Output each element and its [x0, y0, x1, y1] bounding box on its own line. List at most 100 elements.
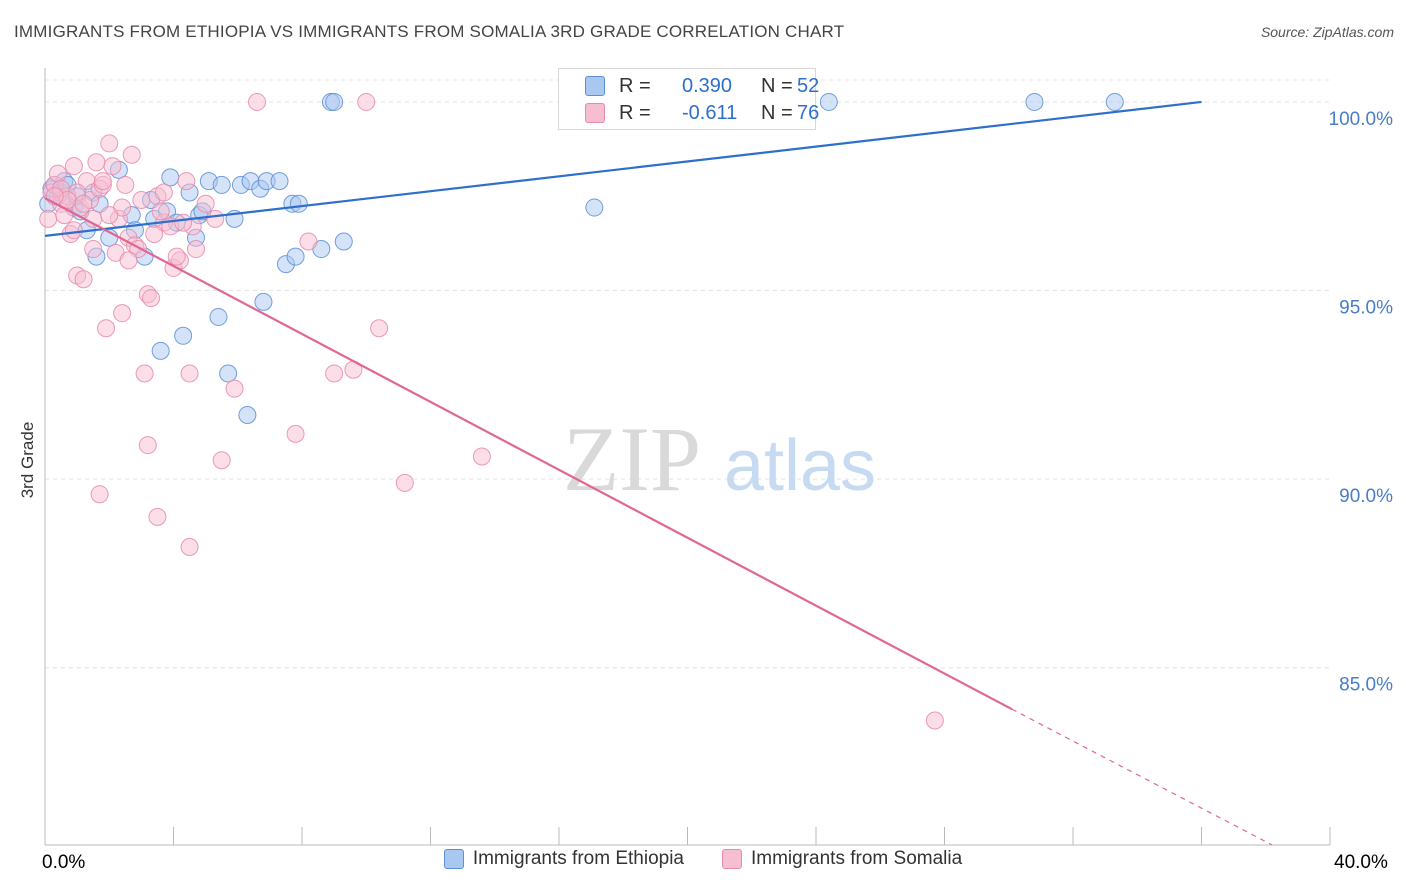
- x-tick-label-max: 40.0%: [1334, 852, 1388, 874]
- ethiopia-point-36: [238, 406, 257, 425]
- somalia-point-54: [90, 485, 109, 504]
- stats-box: R = 0.390 N = 52 R = -0.611 N = 76: [558, 68, 820, 130]
- somalia-trendline: [44, 197, 1013, 711]
- somalia-point-39: [186, 240, 205, 259]
- somalia-point-26: [122, 145, 141, 164]
- stats-r-label-ethiopia: R =: [619, 74, 651, 97]
- ethiopia-point-48: [325, 92, 344, 111]
- watermark-atlas: atlas: [724, 426, 876, 506]
- y-tick-label-0: 85.0%: [1339, 675, 1393, 696]
- ethiopia-trendline: [44, 100, 1202, 237]
- ethiopia-point-44: [286, 247, 305, 266]
- ethiopia-point-32: [212, 175, 231, 194]
- ethiopia-point-50: [585, 198, 604, 217]
- chart-title: IMMIGRANTS FROM ETHIOPIA VS IMMIGRANTS F…: [14, 22, 845, 41]
- somalia-point-64: [84, 240, 103, 259]
- legend-label-ethiopia: Immigrants from Ethiopia: [472, 848, 684, 869]
- somalia-point-29: [135, 364, 154, 383]
- legend: Immigrants from Ethiopia Immigrants from…: [0, 848, 1406, 870]
- somalia-point-67: [145, 224, 164, 243]
- somalia-point-57: [180, 538, 199, 557]
- ethiopia-point-33: [219, 364, 238, 383]
- somalia-point-31: [142, 289, 161, 308]
- stats-r-value-ethiopia: 0.390: [682, 74, 733, 97]
- somalia-point-43: [225, 379, 244, 398]
- stats-n-value-ethiopia: 52: [797, 74, 820, 97]
- somalia-point-66: [100, 206, 119, 225]
- ethiopia-point-23: [161, 168, 180, 187]
- somalia-point-3: [48, 164, 67, 183]
- watermark: ZIP atlas: [563, 408, 876, 510]
- somalia-point-50: [370, 319, 389, 338]
- somalia-point-68: [167, 247, 186, 266]
- gridlines: [45, 79, 1330, 669]
- legend-swatch-somalia: [722, 849, 742, 869]
- somalia-trendline-extension: [1011, 708, 1273, 846]
- somalia-point-42: [212, 451, 231, 470]
- somalia-point-23: [113, 304, 132, 323]
- ethiopia-point-45: [289, 194, 308, 213]
- somalia-point-51: [395, 473, 414, 492]
- somalia-point-37: [177, 172, 196, 191]
- data-points: [39, 92, 1124, 730]
- legend-label-somalia: Immigrants from Somalia: [751, 848, 963, 869]
- somalia-point-19: [100, 134, 119, 153]
- stats-r-label-somalia: R =: [619, 101, 651, 124]
- stats-n-value-somalia: 76: [797, 101, 820, 124]
- ethiopia-point-49: [334, 232, 353, 251]
- somalia-point-28: [132, 191, 151, 210]
- y-tick-labels: 85.0% 90.0% 95.0% 100.0%: [1329, 109, 1394, 696]
- trendlines: [44, 100, 1273, 846]
- ethiopia-point-31: [209, 307, 228, 326]
- somalia-point-55: [138, 436, 157, 455]
- somalia-point-46: [299, 232, 318, 251]
- source-label: Source: ZipAtlas.com: [1260, 24, 1394, 40]
- stats-r-value-somalia: -0.611: [682, 101, 738, 124]
- somalia-point-47: [325, 364, 344, 383]
- y-tick-label-3: 100.0%: [1329, 109, 1394, 130]
- somalia-point-71: [64, 221, 83, 240]
- x-tick-label-0: 0.0%: [42, 852, 86, 873]
- stats-swatch-ethiopia: [585, 76, 605, 96]
- stats-swatch-somalia: [585, 103, 605, 123]
- ethiopia-point-52: [1025, 92, 1044, 111]
- legend-item-somalia[interactable]: Immigrants from Somalia: [722, 848, 962, 870]
- somalia-point-38: [180, 364, 199, 383]
- somalia-point-73: [154, 183, 173, 202]
- somalia-point-11: [74, 270, 93, 289]
- somalia-point-18: [97, 319, 116, 338]
- somalia-point-56: [148, 507, 167, 526]
- legend-swatch-ethiopia: [443, 849, 464, 869]
- y-tick-label-1: 90.0%: [1339, 486, 1393, 507]
- ethiopia-point-39: [254, 292, 273, 311]
- somalia-point-8: [64, 157, 83, 176]
- ethiopia-point-51: [819, 92, 838, 111]
- somalia-point-24: [116, 175, 135, 194]
- ethiopia-point-21: [151, 341, 170, 360]
- somalia-point-53: [925, 711, 944, 730]
- somalia-point-49: [357, 92, 376, 111]
- ethiopia-point-25: [174, 326, 193, 345]
- ethiopia-point-41: [270, 172, 289, 191]
- somalia-point-69: [74, 194, 93, 213]
- somalia-point-0: [39, 209, 58, 228]
- somalia-point-74: [174, 213, 193, 232]
- somalia-point-20: [103, 157, 122, 176]
- somalia-point-15: [87, 153, 106, 172]
- stats-n-label-ethiopia: N =: [761, 74, 793, 97]
- somalia-point-72: [93, 172, 112, 191]
- somalia-point-44: [248, 92, 267, 111]
- somalia-point-61: [151, 202, 170, 221]
- somalia-point-70: [119, 251, 138, 270]
- legend-item-ethiopia[interactable]: Immigrants from Ethiopia: [443, 848, 684, 870]
- y-tick-label-2: 95.0%: [1339, 298, 1393, 319]
- stats-n-label-somalia: N =: [761, 101, 793, 124]
- somalia-point-52: [472, 447, 491, 466]
- x-tick-label-min: 0.0%: [42, 852, 85, 874]
- ethiopia-point-53: [1105, 92, 1124, 111]
- somalia-point-40: [196, 194, 215, 213]
- somalia-point-45: [286, 424, 305, 443]
- somalia-point-41: [206, 209, 225, 228]
- watermark-zip: ZIP: [563, 408, 701, 510]
